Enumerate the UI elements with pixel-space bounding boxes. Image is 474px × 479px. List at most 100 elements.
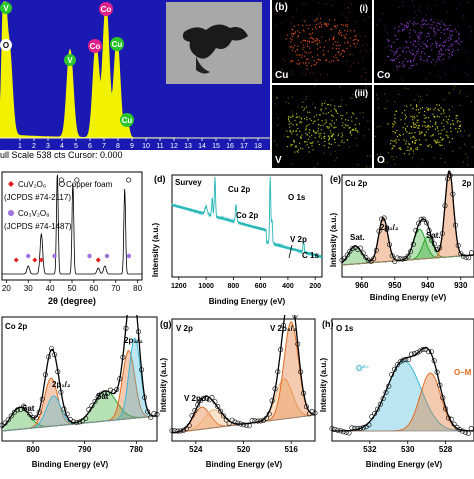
xrd-svg: CuV₂O₆ (JCPDS #74-2117) Co₃V₂O₈ (JCPDS #… bbox=[1, 171, 143, 306]
data-point bbox=[417, 348, 423, 354]
v2p-fit bbox=[169, 291, 318, 434]
o1s-ylabel: Intensity (a.u.) bbox=[319, 358, 328, 413]
data-point bbox=[252, 418, 258, 424]
xrd-marker-foam bbox=[58, 177, 64, 183]
data-point bbox=[426, 227, 432, 233]
data-point bbox=[392, 259, 398, 265]
data-point bbox=[408, 249, 414, 255]
data-point bbox=[39, 396, 45, 402]
data-point bbox=[303, 404, 309, 410]
data-point bbox=[405, 253, 411, 259]
data-point bbox=[352, 425, 358, 431]
data-point bbox=[220, 413, 226, 419]
data-point bbox=[172, 428, 178, 434]
data-point bbox=[243, 422, 249, 428]
data-point bbox=[406, 356, 412, 362]
data-point bbox=[420, 346, 426, 352]
v2p-tick-label: 524 bbox=[189, 445, 203, 454]
o1s-panel-label: (h) bbox=[322, 319, 334, 329]
data-point bbox=[238, 421, 244, 427]
data-point bbox=[332, 426, 338, 432]
data-point bbox=[403, 356, 409, 362]
data-point bbox=[64, 411, 70, 417]
data-point bbox=[5, 417, 11, 423]
v2p-panel: (g) Intensity (a.u.) V 2p V 2p₁/₂ V 2p₃/… bbox=[159, 291, 318, 474]
data-point bbox=[368, 258, 374, 264]
o1s-xlabel: Binding Energy (eV) bbox=[366, 460, 443, 469]
xrd-tick-label: 50 bbox=[68, 284, 77, 293]
xrd-marker-cuvo bbox=[32, 257, 38, 263]
data-point bbox=[386, 242, 392, 248]
fit-component-fill bbox=[342, 229, 474, 265]
fit-component-fill bbox=[332, 361, 474, 431]
eds-spectrum: 1 2 3 4 5 6 7 8 9 10 11 12 13 14 15 16 17 18 V O V Co Co bbox=[0, 0, 270, 150]
eds-tick-label: 12 bbox=[170, 143, 178, 150]
xrd-tick-label: 60 bbox=[89, 284, 98, 293]
data-point bbox=[117, 376, 123, 382]
data-point bbox=[468, 250, 474, 256]
data-point bbox=[229, 417, 235, 423]
data-point bbox=[458, 251, 464, 257]
cu2p-fit bbox=[339, 170, 474, 266]
survey-panel: (d) Intensity (a.u.) Survey Cu 2p Co 2p … bbox=[151, 170, 326, 308]
xrd-marker-covo bbox=[26, 253, 31, 259]
data-point bbox=[145, 409, 151, 415]
map-co: Co bbox=[374, 0, 474, 83]
eds-peak-co2: Co bbox=[88, 39, 102, 53]
data-point bbox=[215, 404, 221, 410]
cu2p-title: Cu 2p bbox=[345, 179, 367, 188]
eds-tick-label: 11 bbox=[156, 143, 163, 150]
cu2p-label-sat1: Sat. bbox=[350, 233, 365, 242]
eds-tick-label: 18 bbox=[254, 143, 262, 150]
cu2p-panel-label: (e) bbox=[330, 174, 341, 184]
data-point bbox=[183, 426, 189, 432]
co2p-fit bbox=[0, 282, 160, 432]
xrd-markers bbox=[13, 177, 132, 263]
survey-label-cu2p: Cu 2p bbox=[228, 185, 250, 194]
data-point bbox=[400, 357, 406, 363]
survey-tick-label: 800 bbox=[228, 283, 240, 290]
svg-text:Copper foam: Copper foam bbox=[66, 180, 113, 189]
cu2p-xlabel: Binding Energy (eV) bbox=[370, 293, 447, 302]
survey-svg: (d) Intensity (a.u.) Survey Cu 2p Co 2p … bbox=[151, 174, 323, 306]
map-cu: (b) (i) Cu bbox=[272, 0, 372, 83]
xrd-panel: CuV₂O₆ (JCPDS #74-2117) Co₃V₂O₈ (JCPDS #… bbox=[0, 170, 150, 308]
xrd-tick-label: 80 bbox=[133, 284, 142, 293]
data-point bbox=[447, 172, 453, 179]
data-point bbox=[148, 414, 154, 420]
data-point bbox=[434, 247, 440, 253]
data-point bbox=[142, 395, 148, 401]
survey-tick-label: 400 bbox=[282, 283, 294, 290]
o1s-ticks: 532 530 528 bbox=[363, 441, 453, 454]
data-point bbox=[445, 415, 451, 421]
cu2p-ticks: 960 950 940 930 bbox=[355, 277, 468, 290]
data-point bbox=[226, 420, 232, 426]
eds-peak-cu2: Cu bbox=[120, 113, 134, 127]
svg-text:CuV₂O₆: CuV₂O₆ bbox=[18, 180, 46, 189]
data-point bbox=[409, 351, 415, 357]
data-point bbox=[203, 395, 209, 401]
data-point bbox=[114, 387, 120, 393]
eds-tick-label: 8 bbox=[116, 143, 120, 150]
eds-tick-label: 5 bbox=[74, 143, 78, 150]
data-point bbox=[429, 237, 435, 243]
data-point bbox=[423, 346, 429, 352]
v2p-tick-label: 516 bbox=[284, 445, 298, 454]
data-point bbox=[151, 411, 157, 417]
data-point bbox=[77, 419, 83, 425]
data-point bbox=[460, 428, 466, 434]
data-point bbox=[466, 255, 472, 261]
data-point bbox=[426, 349, 432, 355]
data-point bbox=[357, 425, 363, 431]
data-point bbox=[45, 354, 51, 360]
tem-inset-image bbox=[166, 2, 262, 84]
fit-envelope bbox=[341, 170, 474, 264]
data-point bbox=[223, 417, 229, 423]
data-point bbox=[309, 409, 315, 415]
data-point bbox=[440, 395, 446, 401]
co2p-label-sat2: Sat bbox=[96, 392, 109, 401]
data-point bbox=[281, 323, 287, 329]
data-point bbox=[349, 425, 355, 431]
data-point bbox=[269, 398, 275, 404]
eds-panel: 1 2 3 4 5 6 7 8 9 10 11 12 13 14 15 16 17 18 V O V Co Co bbox=[0, 0, 270, 168]
